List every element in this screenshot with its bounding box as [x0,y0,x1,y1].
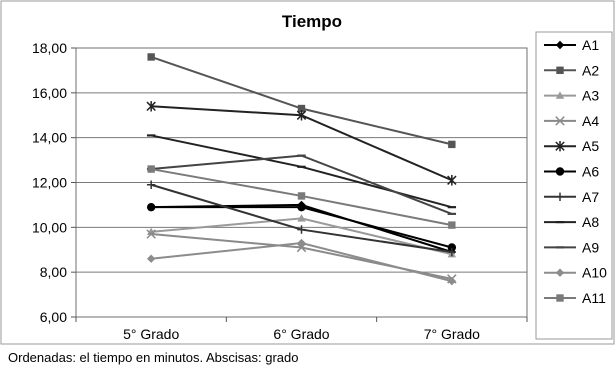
x-axis-ticks: 5° Grado 6° Grado 7° Grado [75,317,528,342]
y-tick-label: 16,00 [32,85,67,101]
legend-label: A11 [582,290,606,306]
data-point [555,91,565,99]
legend-entry-a9: A9 [544,239,599,255]
y-tick-label: 14,00 [32,130,67,146]
series-a3 [146,214,457,258]
data-point [146,101,156,112]
data-point [447,247,457,257]
y-tick-label: 10,00 [32,219,67,235]
legend-entry-a4: A4 [544,113,599,129]
legend-entry-a6: A6 [544,164,599,180]
data-point [555,167,565,176]
legend-label: A6 [582,164,599,180]
data-point [297,202,306,212]
data-point [297,104,306,113]
data-point [297,225,306,234]
legend-entries: A1 A2 A3 A4 A5 A6 A7 A8 A9 A10 A11 [544,37,607,306]
legend: A1 A2 A3 A4 A5 A6 A7 A8 A9 A10 A11 [535,31,613,340]
data-point [297,238,306,248]
legend-label: A2 [582,62,599,78]
series-a5 [146,101,457,186]
legend-label: A3 [582,88,599,104]
legend-entry-a5: A5 [544,138,599,154]
data-point [555,268,565,277]
data-point [447,175,457,186]
legend-label: A7 [582,189,599,205]
data-point [448,221,456,229]
data-point [555,116,565,126]
legend-entry-a10: A10 [544,265,607,281]
data-point [555,141,565,152]
y-tick-label: 18,00 [32,40,67,56]
data-point [447,243,457,252]
data-point [447,276,457,286]
legend-border [535,31,613,340]
data-point [146,227,156,236]
data-point [556,66,564,74]
series-a2 [147,53,456,149]
chart-title: Tiempo [282,12,342,31]
data-point [147,53,155,61]
data-point [146,254,156,263]
y-tick-label: 8,00 [40,264,67,280]
legend-entry-a3: A3 [544,88,599,104]
x-tick-label: 5° Grado [123,326,179,342]
chart-caption: Ordenadas: el tiempo en minutos. Abscisa… [8,350,299,365]
series-a11 [147,165,456,229]
data-point [147,165,155,173]
data-point [555,192,565,201]
series-a7 [146,180,457,257]
chart-outer-border [0,0,615,345]
legend-label: A8 [582,214,599,230]
x-tick-label: 7° Grado [424,326,480,342]
legend-label: A4 [582,113,599,129]
data-point [555,40,565,50]
data-point [146,202,156,212]
legend-entry-a7: A7 [544,189,599,205]
data-point [296,110,307,121]
legend-entry-a1: A1 [544,37,599,53]
series-layer [146,53,457,286]
y-axis-ticks: 6,00 8,00 10,00 12,00 14,00 16,00 18,00 [32,40,76,325]
data-point [146,180,156,189]
data-point [448,140,456,149]
data-point [146,229,156,239]
legend-entry-a11: A11 [544,290,606,306]
legend-entry-a2: A2 [544,62,599,78]
x-tick-label: 6° Grado [273,326,329,342]
legend-entry-a8: A8 [544,214,599,230]
y-tick-label: 12,00 [32,175,67,191]
series-a6 [146,202,457,252]
legend-label: A9 [582,239,599,255]
data-point [556,294,564,302]
y-tick-label: 6,00 [40,309,67,325]
data-point [297,192,306,200]
legend-label: A1 [582,37,599,53]
legend-label: A10 [582,265,607,281]
legend-label: A5 [582,138,599,154]
data-point [297,214,306,222]
series-a10 [146,238,457,286]
